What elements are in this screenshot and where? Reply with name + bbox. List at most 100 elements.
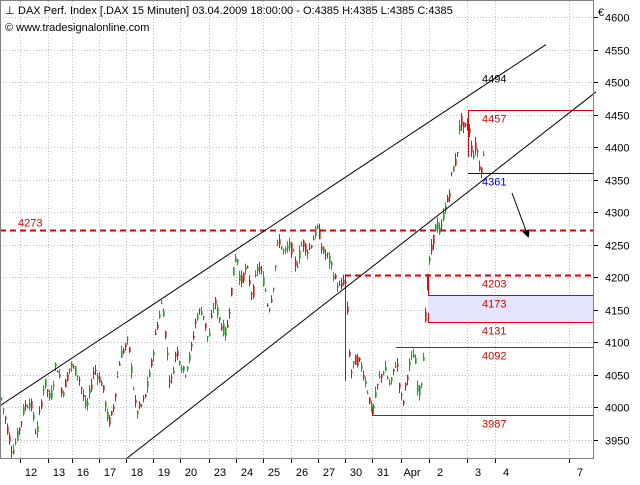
candle-body	[177, 350, 179, 356]
candle-body	[203, 316, 205, 318]
candle-body	[229, 312, 231, 314]
candle-body	[241, 275, 243, 284]
candle-body	[459, 124, 461, 132]
candle-body	[359, 357, 361, 361]
candle-body	[31, 401, 33, 409]
candle-body	[153, 351, 155, 356]
x-tick-label: Apr	[403, 467, 420, 479]
currency-symbol: €	[598, 7, 604, 19]
candle-body	[347, 306, 349, 313]
candle-body	[55, 363, 57, 367]
candle-body	[287, 246, 289, 249]
candle-body	[195, 321, 197, 324]
candle-body	[15, 442, 17, 444]
candle-body	[385, 366, 387, 372]
candle-body	[47, 389, 49, 392]
candle-body	[143, 398, 145, 400]
candle-body	[107, 412, 109, 420]
candle-body	[277, 242, 279, 244]
candle-body	[317, 225, 319, 229]
candle-body	[255, 274, 257, 277]
candle-body	[357, 356, 359, 366]
candle-body	[169, 380, 171, 383]
candle-body	[263, 276, 265, 286]
candle-body	[243, 273, 245, 282]
candle-body	[49, 392, 51, 398]
candle-body	[199, 309, 201, 311]
candle-body	[305, 244, 307, 253]
candle-body	[39, 410, 41, 412]
candle-body	[41, 401, 43, 408]
candle-body	[33, 414, 35, 420]
y-tick-label: 4200	[605, 273, 629, 285]
chart-header-title: DAX Perf. Index [.DAX 15 Minuten] 03.04.…	[18, 5, 453, 17]
candle-body	[455, 158, 457, 166]
candle-body	[325, 254, 327, 256]
x-tick-label: 24	[241, 467, 253, 479]
candle-body	[139, 403, 141, 408]
candle-body	[269, 309, 271, 311]
candle-body	[409, 361, 411, 366]
candle-body	[219, 317, 221, 321]
candle-body	[425, 311, 427, 322]
candle-body	[161, 302, 163, 304]
candle-body	[205, 323, 207, 328]
candle-body	[265, 290, 267, 292]
candle-body	[27, 407, 29, 409]
candle-body	[473, 155, 475, 158]
candle-body	[1, 398, 3, 400]
candle-body	[445, 205, 447, 211]
candle-body	[443, 212, 445, 221]
candle-body	[131, 366, 133, 374]
candle-body	[329, 255, 331, 264]
label-layer: 4494 4457 4361 4273 4203 4173 4131 4092 3987	[18, 74, 506, 431]
candle-body	[353, 361, 355, 364]
candle-body	[441, 224, 443, 226]
candle-body	[457, 151, 459, 154]
candle-body	[249, 279, 251, 285]
candle-body	[239, 274, 241, 281]
candle-body	[423, 356, 425, 361]
candle-body	[181, 367, 183, 370]
candle-body	[447, 197, 449, 202]
y-tick-label: 4350	[605, 176, 629, 188]
candle-body	[211, 315, 213, 318]
candle-body	[71, 363, 73, 367]
x-tick-label: 20	[185, 467, 197, 479]
candle-body	[233, 267, 235, 276]
y-tick-label: 4300	[605, 208, 629, 220]
x-tick-label: 18	[131, 467, 143, 479]
candle-body	[197, 315, 199, 320]
candle-body	[101, 381, 103, 386]
candle-body	[231, 287, 233, 296]
candle-body	[79, 379, 81, 381]
candle-body	[333, 275, 335, 280]
candle-body	[373, 405, 375, 409]
candle-body	[89, 388, 91, 394]
candle-body	[69, 368, 71, 370]
candle-body	[13, 449, 15, 454]
candle-body	[7, 426, 9, 434]
candle-body	[411, 355, 413, 357]
y-tick-label: 4550	[605, 46, 629, 58]
candle-body	[123, 349, 125, 353]
candle-body	[165, 331, 167, 338]
candle-body	[363, 374, 365, 378]
candle-body	[361, 365, 363, 369]
candle-body	[179, 361, 181, 364]
candle-body	[147, 380, 149, 388]
candle-body	[381, 374, 383, 378]
candle-body	[461, 115, 463, 126]
candle-body	[421, 383, 423, 386]
candle-body	[173, 370, 175, 374]
candle-body	[159, 314, 161, 318]
x-tick-label: 12	[25, 467, 37, 479]
candle-body	[397, 363, 399, 367]
level-label-3987: 3987	[482, 419, 506, 431]
y-tick-label: 4150	[605, 306, 629, 318]
candle-body	[21, 421, 23, 423]
candle-body	[453, 166, 455, 172]
